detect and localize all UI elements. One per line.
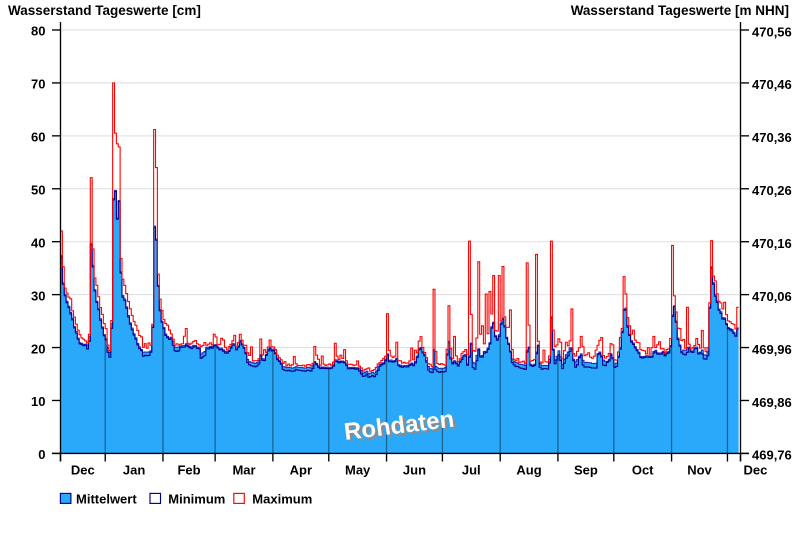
svg-text:Apr: Apr xyxy=(290,463,312,478)
svg-text:30: 30 xyxy=(31,288,45,303)
svg-text:470,46: 470,46 xyxy=(752,77,792,92)
svg-text:470,06: 470,06 xyxy=(752,289,792,304)
svg-text:Wasserstand Tageswerte [cm]: Wasserstand Tageswerte [cm] xyxy=(8,3,201,18)
svg-text:0: 0 xyxy=(38,447,45,462)
svg-text:470,16: 470,16 xyxy=(752,236,792,251)
svg-text:40: 40 xyxy=(31,235,45,250)
svg-text:May: May xyxy=(345,463,371,478)
svg-text:70: 70 xyxy=(31,77,45,92)
svg-text:Nov: Nov xyxy=(687,463,712,478)
svg-text:50: 50 xyxy=(31,182,45,197)
svg-text:Jan: Jan xyxy=(123,463,145,478)
svg-text:469,96: 469,96 xyxy=(752,342,792,357)
svg-text:Dec: Dec xyxy=(744,463,768,478)
svg-text:Maximum: Maximum xyxy=(252,492,312,507)
svg-text:Aug: Aug xyxy=(516,463,541,478)
svg-text:Jul: Jul xyxy=(462,463,481,478)
svg-text:Dec: Dec xyxy=(71,463,95,478)
svg-text:Minimum: Minimum xyxy=(168,492,225,507)
svg-text:80: 80 xyxy=(31,24,45,39)
svg-text:470,26: 470,26 xyxy=(752,183,792,198)
svg-text:Mittelwert: Mittelwert xyxy=(76,492,137,507)
svg-text:Sep: Sep xyxy=(574,463,598,478)
svg-text:Oct: Oct xyxy=(632,463,654,478)
svg-text:469,86: 469,86 xyxy=(752,395,792,410)
svg-text:Feb: Feb xyxy=(177,463,200,478)
svg-text:60: 60 xyxy=(31,130,45,145)
svg-text:Jun: Jun xyxy=(403,463,426,478)
svg-text:10: 10 xyxy=(31,394,45,409)
svg-text:Mar: Mar xyxy=(232,463,255,478)
svg-text:470,36: 470,36 xyxy=(752,130,792,145)
svg-text:470,56: 470,56 xyxy=(752,24,792,39)
svg-text:20: 20 xyxy=(31,341,45,356)
svg-text:Wasserstand Tageswerte [m NHN]: Wasserstand Tageswerte [m NHN] xyxy=(571,3,789,18)
svg-text:469,76: 469,76 xyxy=(752,448,792,463)
